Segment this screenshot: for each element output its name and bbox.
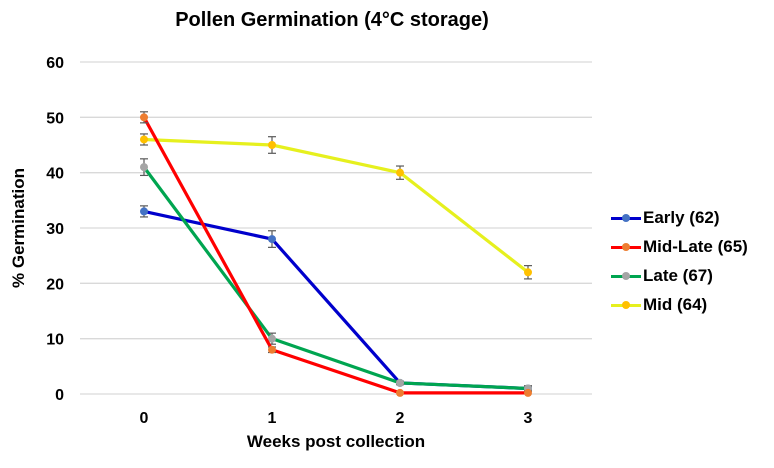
series-early-62 [140, 205, 532, 393]
data-point-marker [524, 388, 532, 397]
x-tick-label: 0 [140, 410, 149, 427]
y-tick-label: 20 [46, 276, 64, 293]
series-mid-late-65 [140, 111, 532, 397]
data-point-marker [396, 168, 404, 177]
series-mid-64 [140, 133, 532, 280]
y-axis-label: % Germination [9, 168, 28, 288]
series-line [142, 116, 528, 395]
data-series [140, 111, 532, 397]
data-point-marker [140, 135, 148, 144]
x-tick-label: 3 [524, 410, 533, 427]
y-tick-label: 30 [46, 221, 64, 238]
legend-swatch-icon [611, 271, 641, 281]
x-tick-label: 2 [396, 410, 405, 427]
legend-label: Mid (64) [643, 294, 708, 314]
data-point-marker [140, 163, 148, 172]
y-tick-label: 40 [46, 166, 64, 183]
data-point-marker [268, 141, 276, 149]
data-point-marker [396, 388, 404, 397]
legend-swatch-icon [611, 300, 641, 310]
legend-item-late: Late (67) [611, 261, 748, 290]
series-line [142, 166, 529, 391]
x-axis-label: Weeks post collection [247, 432, 425, 451]
gridlines [80, 61, 592, 395]
data-point-marker [268, 345, 276, 354]
y-axis-ticks: 0 10 20 30 40 50 60 [46, 55, 64, 404]
series-late-67 [140, 158, 532, 393]
legend-label: Late (67) [643, 265, 713, 285]
y-tick-label: 60 [46, 55, 64, 72]
legend-label: Early (62) [643, 207, 720, 227]
legend-swatch-icon [611, 242, 641, 252]
legend-item-early: Early (62) [611, 203, 748, 232]
legend-swatch-icon [611, 213, 641, 223]
chart-title: Pollen Germination (4°C storage) [175, 9, 489, 31]
data-point-marker [140, 113, 148, 122]
legend-item-mid-late: Mid-Late (65) [611, 232, 748, 261]
legend: Early (62) Mid-Late (65) Late (67) Mid (… [611, 203, 748, 319]
y-tick-label: 10 [46, 332, 64, 349]
legend-label: Mid-Late (65) [643, 236, 748, 256]
data-point-marker [396, 378, 404, 387]
series-line [143, 137, 529, 274]
y-tick-label: 50 [46, 110, 64, 127]
data-point-marker [268, 235, 276, 244]
data-point-marker [524, 268, 532, 277]
data-point-marker [140, 207, 148, 216]
x-tick-label: 1 [268, 410, 277, 427]
x-axis-ticks: 0 1 2 3 [140, 410, 533, 427]
y-tick-label: 0 [55, 387, 64, 404]
data-point-marker [268, 334, 276, 343]
legend-item-mid: Mid (64) [611, 290, 748, 319]
